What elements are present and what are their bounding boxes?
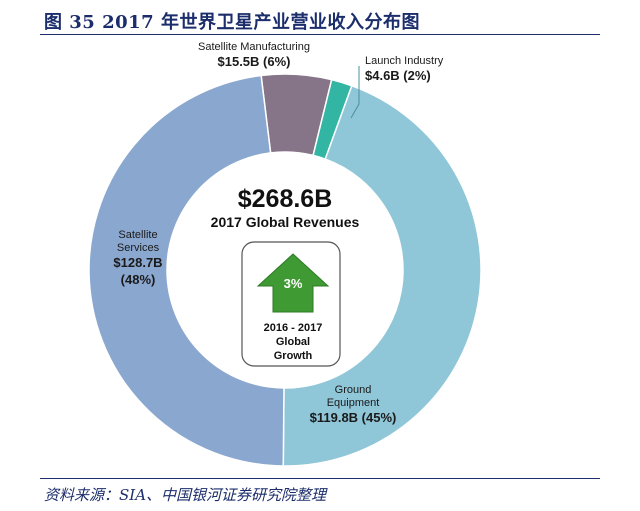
figure-source: 资料来源：SIA、中国银河证券研究院整理 [44, 486, 327, 504]
slice-value-ground-equipment: $119.8B (45%) [310, 410, 397, 425]
growth-arrow-icon [256, 253, 330, 313]
slice-label-ground-equipment: Ground [335, 384, 372, 396]
growth-label: 2016 - 2017 Global Growth [264, 322, 323, 362]
donut-center: $268.6B 2017 Global Revenues 3% 2016 - 2… [211, 185, 360, 367]
slice-value-satellite-manufacturing: $15.5B (6%) [218, 54, 291, 69]
figure-footer: 资料来源：SIA、中国银河证券研究院整理 [40, 478, 600, 505]
slice-satellite-services [88, 74, 285, 467]
slice-label-ground-equipment: Equipment [327, 397, 380, 409]
slice-label-satellite-services: Services [117, 242, 160, 254]
slice-label-satellite-manufacturing: Satellite Manufacturing [198, 41, 310, 53]
slice-labels: Satellite Manufacturing$15.5B (6%) Launch… [113, 41, 443, 425]
slice-ground-equipment [282, 84, 482, 467]
slice-label-launch-industry: Launch Industry [365, 55, 444, 67]
slice-label-satellite-services: Satellite [118, 229, 157, 241]
slice-value-satellite-services: $128.7B [113, 255, 162, 270]
slice-percent-satellite-services: (48%) [121, 272, 156, 287]
figure-title: 图 35 2017 年世界卫星产业营业收入分布图 [44, 12, 420, 33]
total-revenue-value: $268.6B [238, 185, 333, 213]
leader-line-launch-industry [350, 66, 360, 119]
total-revenue-label: 2017 Global Revenues [211, 214, 360, 230]
slice-value-launch-industry: $4.6B (2%) [365, 68, 431, 83]
growth-value: 3% [284, 276, 303, 291]
figure-header: 图 35 2017 年世界卫星产业营业收入分布图 [40, 6, 600, 35]
donut-slices [88, 73, 482, 467]
